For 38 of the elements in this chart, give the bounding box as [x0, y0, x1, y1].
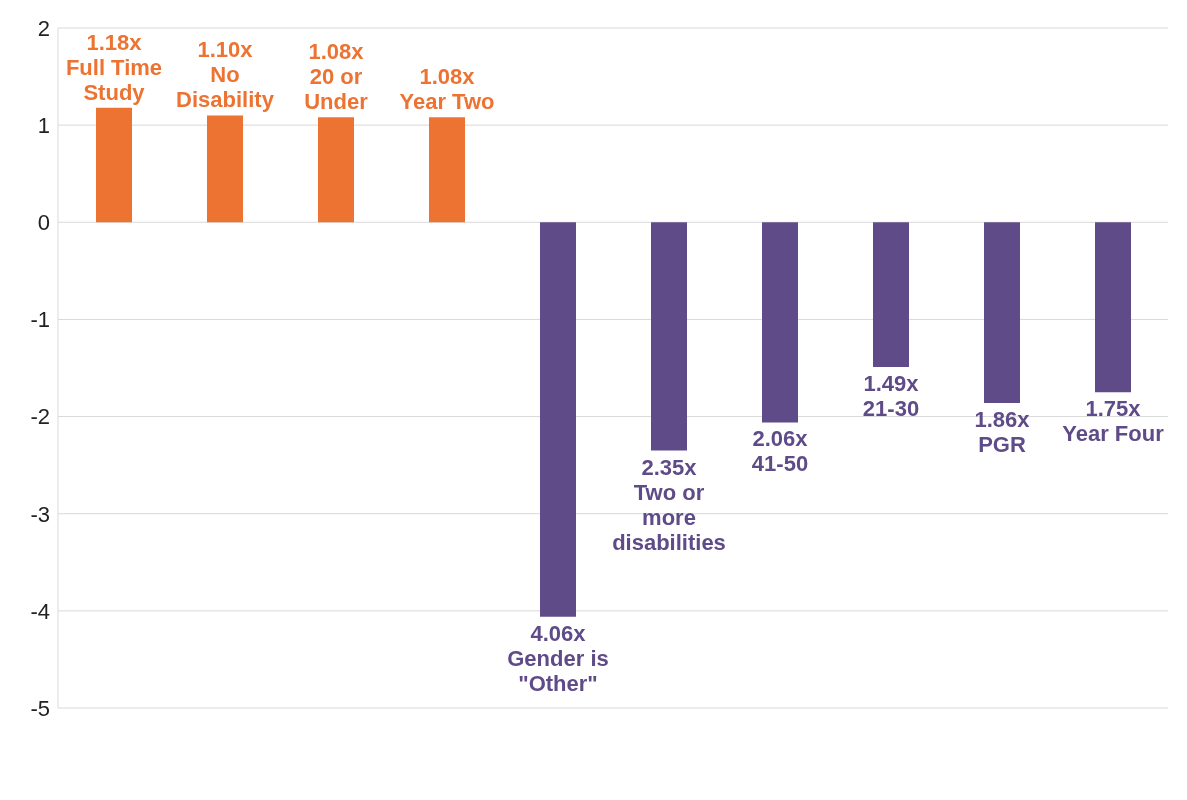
- annotation: 1.08x: [308, 39, 365, 65]
- y-tick-label: -2: [30, 404, 50, 430]
- annotation: 1.86x: [974, 406, 1031, 432]
- x-tick-label: No Disability: [176, 62, 275, 113]
- bar: [651, 222, 687, 451]
- bar: [318, 117, 354, 223]
- annotation: 1.49x: [863, 371, 920, 397]
- bar: [540, 222, 576, 617]
- x-tick-label: Two or more disabilities: [612, 479, 726, 555]
- annotation: 1.10x: [197, 37, 254, 63]
- x-tick-label: 21-30: [862, 396, 920, 422]
- annotation: 1.08x: [419, 64, 476, 90]
- bar: [429, 117, 465, 223]
- y-tick-label: -3: [30, 501, 50, 527]
- bar: [984, 222, 1020, 403]
- x-tick-label: 41-50: [751, 451, 809, 477]
- bar: [1095, 222, 1131, 393]
- y-tick-label: -5: [30, 695, 50, 721]
- bar: [762, 222, 798, 423]
- x-tick-label: 20 or Under: [304, 64, 369, 115]
- y-tick-label: 0: [37, 210, 50, 236]
- annotation: 1.75x: [1085, 396, 1142, 422]
- annotation: 2.35x: [641, 454, 698, 480]
- y-tick-label: 2: [37, 15, 50, 41]
- x-tick-label: PGR: [978, 431, 1026, 457]
- annotation: 4.06x: [530, 620, 587, 646]
- y-tick-label: -4: [30, 598, 50, 624]
- bar: [96, 107, 132, 223]
- bar: [207, 115, 243, 223]
- x-tick-label: Year Four: [1062, 421, 1165, 447]
- y-tick-label: -1: [30, 307, 50, 333]
- annotation: 2.06x: [752, 426, 809, 452]
- x-tick-label: Gender is "Other": [507, 645, 609, 696]
- x-tick-label: Year Two: [399, 89, 495, 115]
- y-tick-label: 1: [37, 112, 50, 138]
- x-tick-label: Full Time Study: [65, 54, 163, 105]
- bar: [873, 222, 909, 368]
- annotation: 1.18x: [86, 29, 143, 55]
